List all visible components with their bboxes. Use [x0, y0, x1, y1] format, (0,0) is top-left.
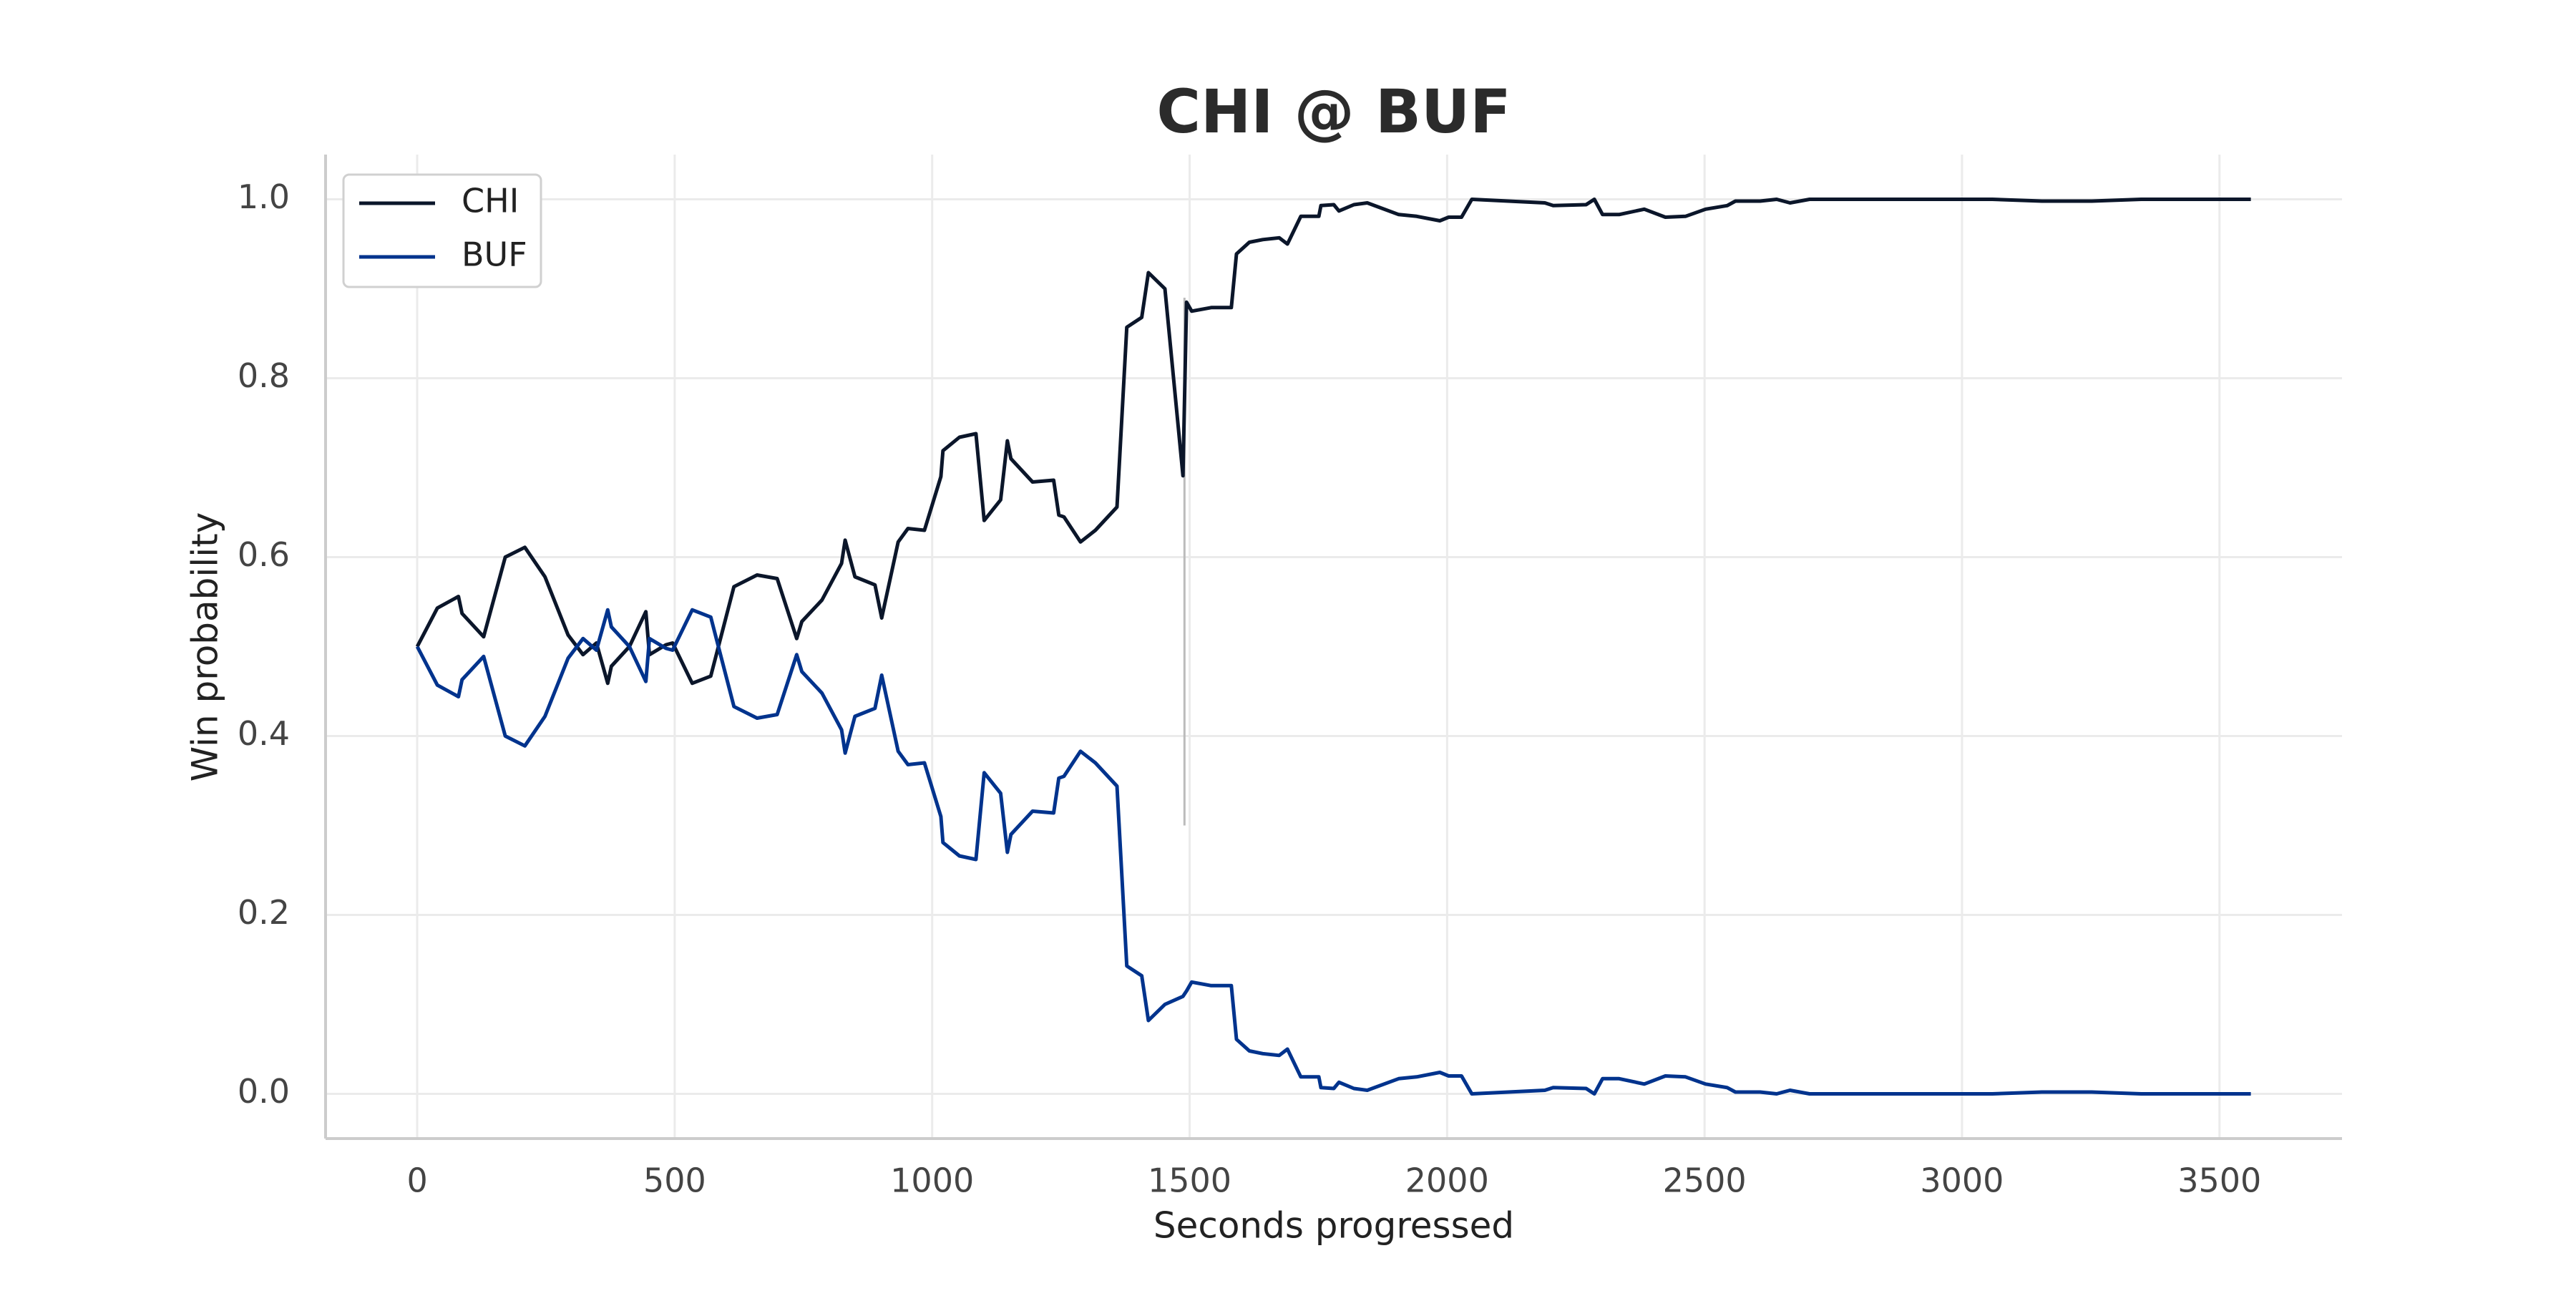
series-line: [415, 198, 2251, 686]
x-tick-label: 1000: [890, 1161, 974, 1200]
y-tick-label: 1.0: [238, 177, 290, 216]
x-tick-label: 0: [406, 1161, 427, 1200]
x-tick-label: 2500: [1663, 1161, 1747, 1200]
x-tick-label: 2000: [1405, 1161, 1489, 1200]
x-tick-label: 1500: [1148, 1161, 1231, 1200]
chart-title: CHI @ BUF: [1156, 77, 1511, 147]
x-tick-label: 500: [643, 1161, 706, 1200]
x-tick-label: 3000: [1920, 1161, 2004, 1200]
legend-label: BUF: [462, 235, 527, 274]
series-line: [415, 608, 2251, 1096]
y-axis-label: Win probability: [185, 512, 226, 782]
y-tick-label: 0.6: [238, 535, 290, 574]
legend-label: CHI: [462, 182, 519, 220]
y-tick-label: 0.2: [238, 893, 290, 932]
y-tick-label: 0.8: [238, 356, 290, 395]
x-tick-label: 3500: [2177, 1161, 2261, 1200]
y-tick-label: 0.0: [238, 1072, 290, 1111]
y-tick-label: 0.4: [238, 714, 290, 753]
x-axis-label: Seconds progressed: [1153, 1205, 1514, 1247]
